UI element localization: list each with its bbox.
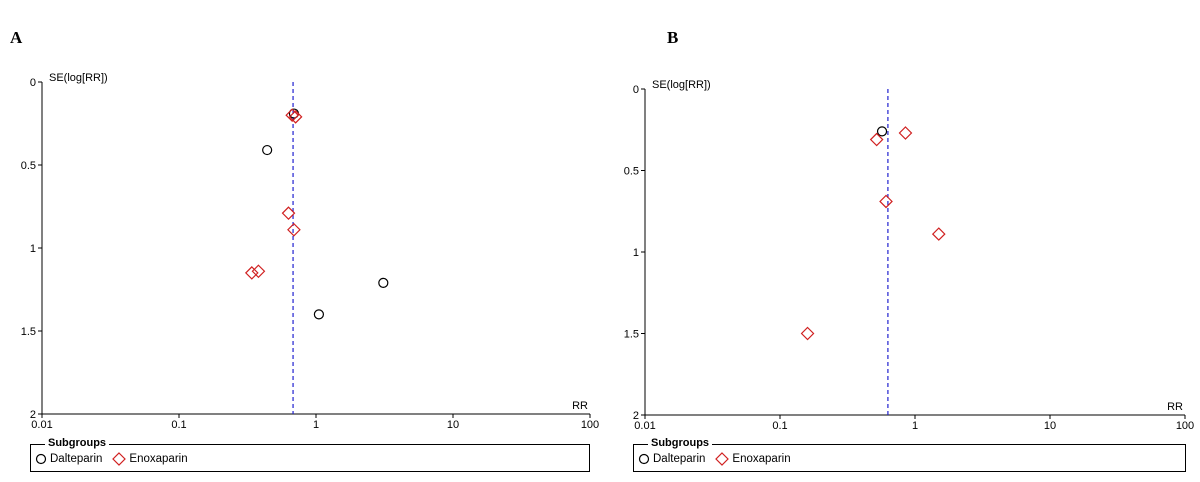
panel-a-legend: Subgroups Dalteparin Enoxaparin (30, 436, 590, 472)
panel-b-point-enoxaparin (898, 126, 913, 140)
panel-b-point-enoxaparin (879, 194, 893, 209)
panel-b-x-tick-label: 0.1 (772, 420, 787, 432)
panel-a-point-enoxaparin (251, 264, 266, 279)
panel-a-y-axis-label: SE(log[RR]) (49, 72, 108, 84)
panel-b-point-enoxaparin (869, 132, 884, 147)
legend-item-enoxaparin: Enoxaparin (112, 452, 188, 466)
panel-b-y-axis-label: SE(log[RR]) (652, 79, 711, 91)
diamond-marker-icon (715, 452, 730, 466)
panel-b-y-tick-label: 0 (633, 84, 639, 96)
panel-b-point-enoxaparin (800, 326, 815, 341)
panel-a-x-tick-label: 10 (447, 419, 459, 431)
panel-a-y-tick-label: 0 (30, 77, 36, 89)
panel-b-x-tick-label: 100 (1176, 420, 1194, 432)
panel-b-legend: Subgroups Dalteparin Enoxaparin (633, 436, 1186, 472)
legend-label: Enoxaparin (732, 453, 791, 465)
panel-b-x-tick-label: 0.01 (634, 420, 655, 432)
panel-a-point-enoxaparin (281, 206, 296, 220)
circle-marker-icon (35, 453, 47, 465)
legend-label: Dalteparin (50, 453, 103, 465)
panel-a-y-tick-label: 1 (30, 243, 36, 255)
legend-item-enoxaparin: Enoxaparin (715, 452, 791, 466)
panel-a-point-enoxaparin (287, 222, 301, 237)
panel-a-x-tick-label: 0.01 (31, 419, 52, 431)
panel-a-x-tick-label: 0.1 (171, 419, 186, 431)
legend-title: Subgroups (648, 436, 713, 450)
panel-a-y-tick-label: 0.5 (21, 160, 36, 172)
panel-a-point-enoxaparin (244, 266, 259, 280)
panel-b-y-tick-label: 2 (633, 410, 639, 422)
panel-a-x-tick-label: 1 (313, 419, 319, 431)
panel-a-point-dalteparin (378, 277, 389, 288)
panel-a-y-tick-label: 1.5 (21, 326, 36, 338)
diamond-marker-icon (112, 452, 127, 466)
panel-a-point-enoxaparin (285, 108, 300, 123)
panel-b-x-tick-label: 1 (912, 420, 918, 432)
circle-marker-icon (638, 453, 650, 465)
legend-item-dalteparin: Dalteparin (35, 452, 102, 466)
panel-b-y-tick-label: 0.5 (624, 166, 639, 178)
panel-b-point-dalteparin (876, 126, 888, 137)
panel-b-y-tick-label: 1.5 (624, 329, 639, 341)
panel-b-x-tick-label: 10 (1044, 420, 1056, 432)
panel-b-y-tick-label: 1 (633, 247, 639, 259)
panel-a-x-tick-label: 100 (581, 419, 599, 431)
legend-title: Subgroups (45, 436, 110, 450)
legend-item-dalteparin: Dalteparin (638, 452, 705, 466)
panel-a-x-axis-label: RR (572, 400, 588, 412)
panel-b-letter: B (667, 28, 679, 47)
panel-a-point-dalteparin (313, 309, 325, 320)
panel-a-y-tick-label: 2 (30, 409, 36, 421)
panel-a-point-enoxaparin (288, 110, 303, 124)
panel-a-letter: A (10, 28, 23, 47)
panel-a-point-dalteparin (262, 144, 273, 156)
panel-b-x-axis-label: RR (1167, 401, 1183, 413)
panel-b-point-enoxaparin (931, 227, 946, 241)
legend-label: Enoxaparin (129, 453, 188, 465)
legend-label: Dalteparin (653, 453, 706, 465)
